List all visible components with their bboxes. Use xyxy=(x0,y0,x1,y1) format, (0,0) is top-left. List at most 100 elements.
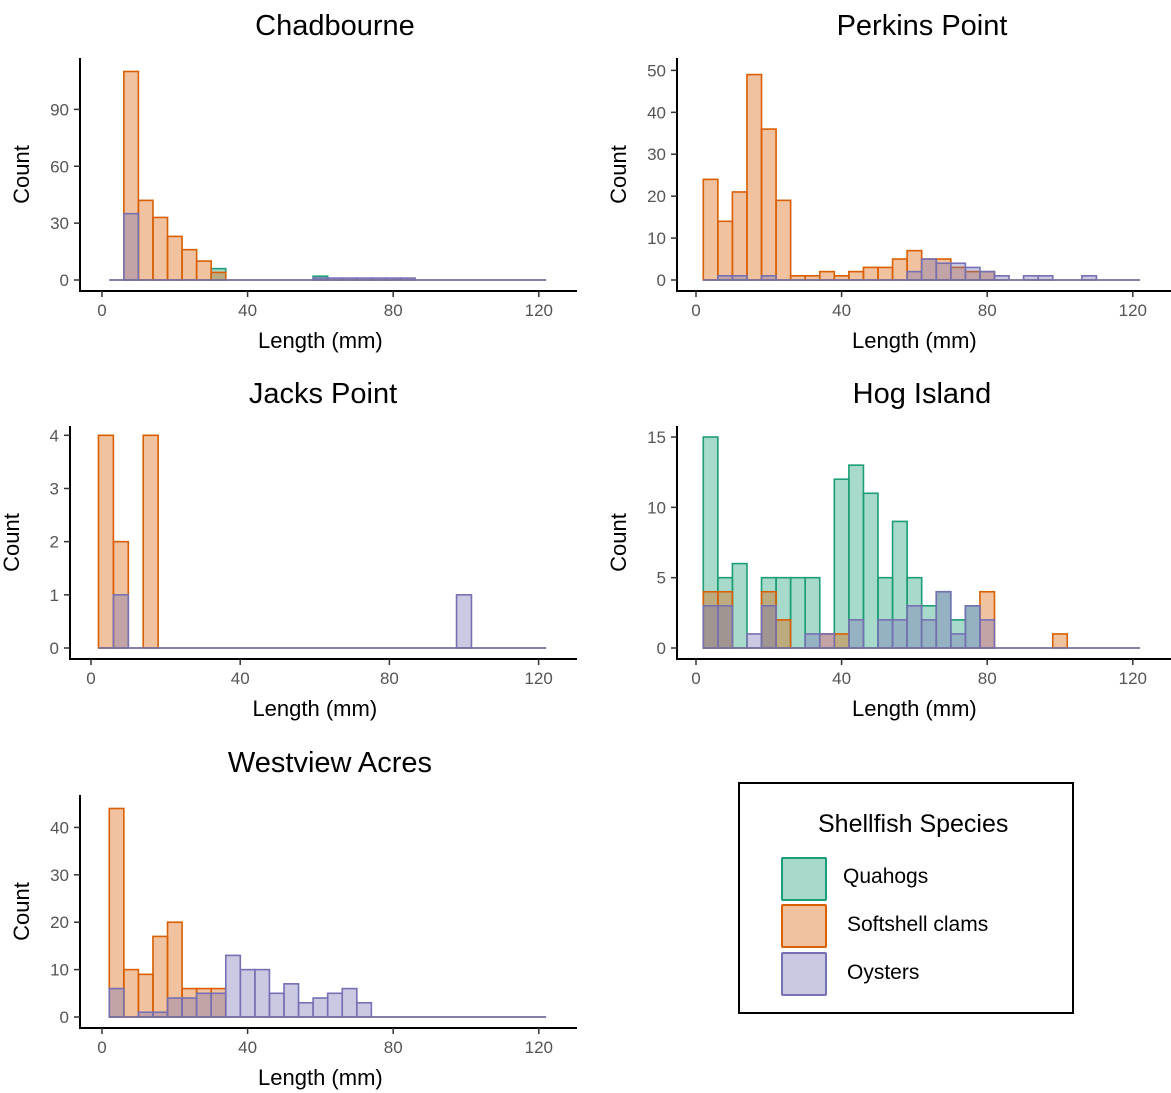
bar-quahogs-hog-island-2 xyxy=(731,562,748,649)
bar-oysters-westview-acres-8 xyxy=(224,954,242,1018)
bar-softshell-clams-perkins-point-4 xyxy=(760,128,777,281)
bar-softshell-clams-perkins-point-1 xyxy=(717,220,734,281)
xtick-label-westview-acres-0: 0 xyxy=(97,1038,106,1057)
bar-softshell-clams-hog-island-5 xyxy=(775,619,792,649)
bar-oysters-perkins-point-16 xyxy=(935,262,952,281)
axes-chadbourne xyxy=(79,58,577,292)
series-quahogs-chadbourne xyxy=(210,267,329,281)
panel-hog-island: Hog Island 0 5 10 15 0 40 80 120 Length (mm) Count xyxy=(606,378,1171,721)
bar-oysters-westview-acres-4 xyxy=(166,997,183,1018)
bar-softshell-clams-jacks-point-3 xyxy=(142,434,159,649)
xtick-label-perkins-point-40: 40 xyxy=(832,301,851,320)
legend-box xyxy=(738,782,1074,1014)
xtick-label-westview-acres-80: 80 xyxy=(384,1038,403,1057)
bar-oysters-westview-acres-13 xyxy=(297,1001,314,1018)
bar-softshell-clams-perkins-point-12 xyxy=(877,266,894,281)
series-softshell-clams-westview-acres xyxy=(108,807,227,1018)
bar-softshell-clams-perkins-point-13 xyxy=(891,258,908,281)
bar-oysters-westview-acres-9 xyxy=(239,968,256,1018)
panel-westview-acres: Westview Acres 0 10 20 30 40 0 40 80 120 Length (m… xyxy=(9,747,577,1090)
bar-oysters-hog-island-10 xyxy=(848,619,865,649)
xtick-label-chadbourne-40: 40 xyxy=(238,301,257,320)
bar-oysters-jacks-point-24 xyxy=(455,594,473,649)
bar-softshell-clams-chadbourne-3 xyxy=(152,216,169,281)
ylabel-jacks-point: Count xyxy=(0,513,24,572)
bar-oysters-perkins-point-14 xyxy=(906,270,923,281)
bar-oysters-westview-acres-15 xyxy=(326,992,344,1018)
bar-oysters-hog-island-14 xyxy=(906,605,923,649)
xtick-label-jacks-point-40: 40 xyxy=(231,669,250,688)
bar-oysters-perkins-point-19 xyxy=(979,270,996,281)
bar-oysters-westview-acres-16 xyxy=(341,987,358,1018)
bar-oysters-westview-acres-7 xyxy=(210,992,227,1018)
ytick-label-jacks-point-3: 3 xyxy=(50,479,59,498)
bar-oysters-westview-acres-6 xyxy=(195,992,212,1018)
xtick-label-perkins-point-0: 0 xyxy=(691,301,700,320)
ytick-label-westview-acres-10: 10 xyxy=(50,961,69,980)
bar-softshell-clams-chadbourne-4 xyxy=(166,235,183,281)
axes-jacks-point xyxy=(69,426,577,660)
panel-perkins-point: Perkins Point 0 10 20 30 40 50 0 40 80 120 Length (… xyxy=(606,10,1171,353)
bar-oysters-hog-island-17 xyxy=(949,633,967,649)
xlabel-westview-acres: Length (mm) xyxy=(258,1065,383,1090)
series-oysters-westview-acres xyxy=(108,954,373,1018)
bar-quahogs-hog-island-11 xyxy=(862,492,879,649)
bar-quahogs-hog-island-9 xyxy=(833,478,850,649)
xtick-label-hog-island-0: 0 xyxy=(691,669,700,688)
bar-softshell-clams-chadbourne-5 xyxy=(181,248,198,281)
axes-perkins-point xyxy=(676,58,1171,292)
bar-oysters-hog-island-8 xyxy=(818,633,836,649)
legend-swatch-oysters xyxy=(781,952,827,996)
ytick-label-jacks-point-1: 1 xyxy=(50,586,59,605)
xtick-label-perkins-point-80: 80 xyxy=(978,301,997,320)
xtick-label-chadbourne-120: 120 xyxy=(525,301,553,320)
bar-softshell-clams-perkins-point-0 xyxy=(702,178,719,281)
bar-oysters-chadbourne-1 xyxy=(123,212,140,281)
ytick-label-perkins-point-40: 40 xyxy=(647,103,666,122)
panel-title-chadbourne: Chadbourne xyxy=(255,10,415,42)
bar-oysters-westview-acres-0 xyxy=(108,987,125,1018)
bar-oysters-perkins-point-15 xyxy=(920,258,938,281)
bar-quahogs-hog-island-6 xyxy=(789,576,807,649)
ytick-label-perkins-point-30: 30 xyxy=(647,145,666,164)
bar-oysters-hog-island-15 xyxy=(920,619,938,649)
ytick-label-hog-island-15: 15 xyxy=(647,428,666,447)
bar-oysters-jacks-point-1 xyxy=(112,594,130,649)
legend-title: Shellfish Species xyxy=(818,810,1008,838)
xlabel-jacks-point: Length (mm) xyxy=(252,696,377,721)
panel-title-perkins-point: Perkins Point xyxy=(837,10,1008,42)
series-oysters-jacks-point xyxy=(112,594,473,649)
bar-oysters-perkins-point-17 xyxy=(949,262,967,281)
ytick-label-jacks-point-4: 4 xyxy=(50,426,59,445)
legend-label-quahogs: Quahogs xyxy=(843,865,928,888)
ytick-label-westview-acres-20: 20 xyxy=(50,913,69,932)
series-oysters-hog-island xyxy=(702,590,996,649)
bar-softshell-clams-perkins-point-3 xyxy=(746,73,763,281)
axes-westview-acres xyxy=(79,795,577,1029)
xtick-label-jacks-point-80: 80 xyxy=(380,669,399,688)
bar-oysters-westview-acres-5 xyxy=(181,997,198,1018)
ylabel-hog-island: Count xyxy=(606,513,631,572)
bar-softshell-clams-perkins-point-2 xyxy=(731,191,748,281)
bar-oysters-hog-island-3 xyxy=(746,633,763,649)
xtick-label-hog-island-120: 120 xyxy=(1119,669,1147,688)
bar-softshell-clams-westview-acres-2 xyxy=(137,973,154,1018)
ylabel-westview-acres: Count xyxy=(9,882,34,941)
panel-title-westview-acres: Westview Acres xyxy=(228,747,432,779)
ytick-label-hog-island-5: 5 xyxy=(657,569,666,588)
xtick-label-chadbourne-80: 80 xyxy=(384,301,403,320)
xtick-label-perkins-point-120: 120 xyxy=(1119,301,1147,320)
ytick-label-perkins-point-20: 20 xyxy=(647,187,666,206)
xtick-label-westview-acres-120: 120 xyxy=(525,1038,553,1057)
legend-label-softshell-clams: Softshell clams xyxy=(847,913,988,936)
bar-oysters-hog-island-19 xyxy=(979,619,996,649)
ytick-label-jacks-point-0: 0 xyxy=(50,639,59,658)
bar-oysters-westview-acres-12 xyxy=(283,983,300,1018)
xlabel-perkins-point: Length (mm) xyxy=(852,328,977,353)
bar-oysters-hog-island-12 xyxy=(877,619,894,649)
bar-oysters-hog-island-16 xyxy=(935,590,952,649)
bar-softshell-clams-jacks-point-0 xyxy=(97,434,115,649)
bar-softshell-clams-perkins-point-11 xyxy=(862,266,879,281)
